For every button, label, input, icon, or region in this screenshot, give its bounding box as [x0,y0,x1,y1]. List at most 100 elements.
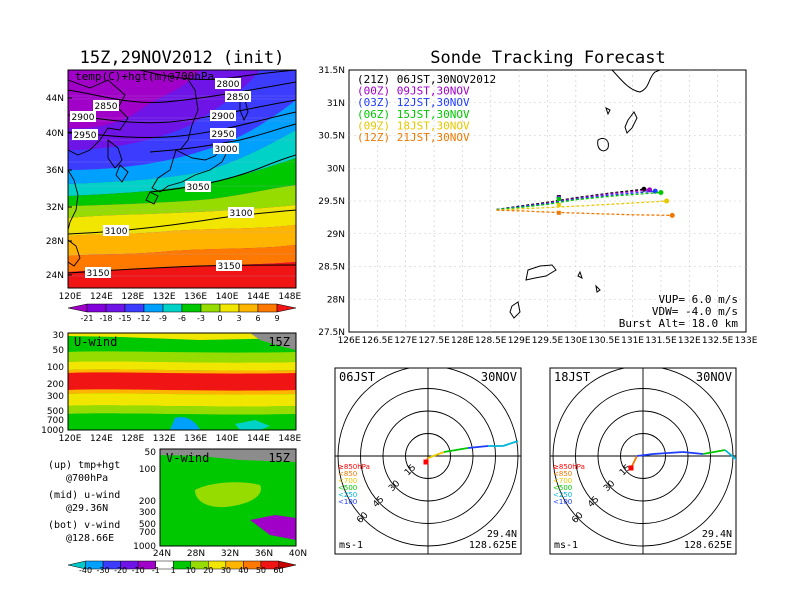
colorbar-swatch [105,303,126,313]
u-wind-pressure-label: 30 [53,331,65,341]
colorbar-label: -15 [118,314,131,323]
colorbar-swatch [181,303,202,313]
hodograph-date: 30NOV [696,370,732,384]
track-lon-label: 128.5E [475,336,507,346]
contour-label: 3000 [215,145,238,155]
map-lon-label: 124E [90,292,113,302]
wind-colorbar: -40 -30 -20 -10 -1 1 10 20 30 40 50 60 [67,560,297,575]
note-line: (up) tmp+hgt [48,460,120,471]
track-lon-label: 131E [621,336,644,346]
track-line [496,200,667,211]
track-marker [556,202,561,207]
u-wind-pressure-label: 700 [47,416,64,426]
colorbar-swatch [276,303,297,313]
contour-label: 3100 [230,209,253,219]
u-wind-pressure-label: 300 [47,392,64,402]
legend-entry: (00Z) 09JST,30NOV [357,85,470,98]
colorbar-swatch [86,303,107,313]
hodograph-level-legend: <850 [553,470,572,478]
colorbar-label: 50 [256,566,266,575]
map-lon-label: 136E [184,292,207,302]
track-line [496,190,656,211]
track-lon-label: 126.5E [362,336,394,346]
hodograph-lat: 29.4N [487,529,517,540]
legend-entry: (21Z) 06JST,30NOV2012 [357,73,496,86]
hodograph-unit: ms-1 [339,540,363,551]
colorbar-label: 60 [273,566,283,575]
colorbar-label: -6 [178,314,186,323]
legend-entry: (09Z) 18JST,30NOV [357,119,470,132]
hodograph-lon: 128.625E [469,540,517,551]
hodograph-trace [467,445,489,449]
track-lat-label: 28.5N [318,263,345,273]
hodograph-level-legend: <100 [553,498,572,506]
v-wind-lat-label: 32N [221,549,239,559]
v-wind-field: V-wind 15Z [160,449,296,546]
colorbar-label: 3 [236,314,241,323]
vup-text: VUP= 6.0 m/s [659,293,738,306]
track-marker [556,210,561,215]
colorbar-label: 10 [186,566,196,575]
map-title: 15Z,29NOV2012 (init) [80,48,285,68]
track-lat-label: 29.5N [318,197,345,207]
map-lat-label: 28N [46,237,64,247]
track-coastlines [509,69,661,319]
map-subtitle: temp(C)+hgt(m)@700hPa [75,70,214,83]
u-wind-lon-label: 128E [121,434,144,444]
colorbar-swatch [257,303,278,313]
colorbar-label: -1 [152,566,160,575]
note-line: (bot) v-wind [48,520,120,531]
colorbar-label: 40 [238,566,248,575]
v-wind-pressure-label: 100 [139,465,156,475]
track-lon-label: 128E [451,336,474,346]
colorbar-swatch [162,303,183,313]
v-wind-pressure-label: 200 [139,497,156,507]
track-lon-label: 132.5E [702,336,734,346]
hodograph-time: 18JST [554,370,590,384]
colorbar-swatch [278,560,297,570]
map-lat-label: 32N [46,203,64,213]
map-lat-label: 44N [46,94,64,104]
track-marker [556,197,561,202]
u-wind-pressure-label: 500 [47,407,64,417]
colorbar-swatch [219,303,240,313]
track-lat-label: 27.5N [318,328,345,338]
track-line [496,191,661,211]
colorbar-label: -18 [99,314,112,323]
hodograph-level-legend: <250 [553,491,572,499]
hodograph-lat: 29.4N [702,529,732,540]
hodograph-date: 30NOV [481,370,517,384]
hodograph-level-legend: ≥850hPa [553,463,585,471]
colorbar-label: -12 [137,314,150,323]
u-wind-lon-label: 120E [59,434,82,444]
u-wind-time: 15Z [268,335,290,349]
u-wind-title: U-wind [74,335,117,349]
v-wind-pressure-label: 500 [139,520,156,530]
colorbar-label: 6 [255,314,260,323]
hodograph-trace [682,451,704,455]
track-lat-label: 31N [327,99,345,109]
u-wind-lon-label: 144E [247,434,270,444]
contour-label: 3150 [218,262,241,272]
hodograph-level-legend: ≥850hPa [338,463,370,471]
colorbar-label: 20 [203,566,213,575]
colorbar-swatch [143,303,164,313]
map-lon-label: 120E [59,292,82,302]
vdw-text: VDW= -4.0 m/s [652,305,738,318]
hodograph-level-legend: <500 [553,484,572,492]
contour-label: 3100 [105,227,128,237]
track-lon-label: 129E [508,336,531,346]
colorbar-label: -21 [80,314,93,323]
track-lon-label: 133E [735,336,758,346]
contour-label: 2950 [212,130,235,140]
v-wind-pressure-label: 300 [139,508,156,518]
hodograph-level-legend: <250 [338,491,357,499]
colorbar-label: -3 [197,314,205,323]
hodograph-level-legend: <500 [338,484,357,492]
v-wind-lat-label: 36N [255,549,273,559]
hodograph-unit: ms-1 [554,540,578,551]
contour-label: 3150 [87,269,110,279]
